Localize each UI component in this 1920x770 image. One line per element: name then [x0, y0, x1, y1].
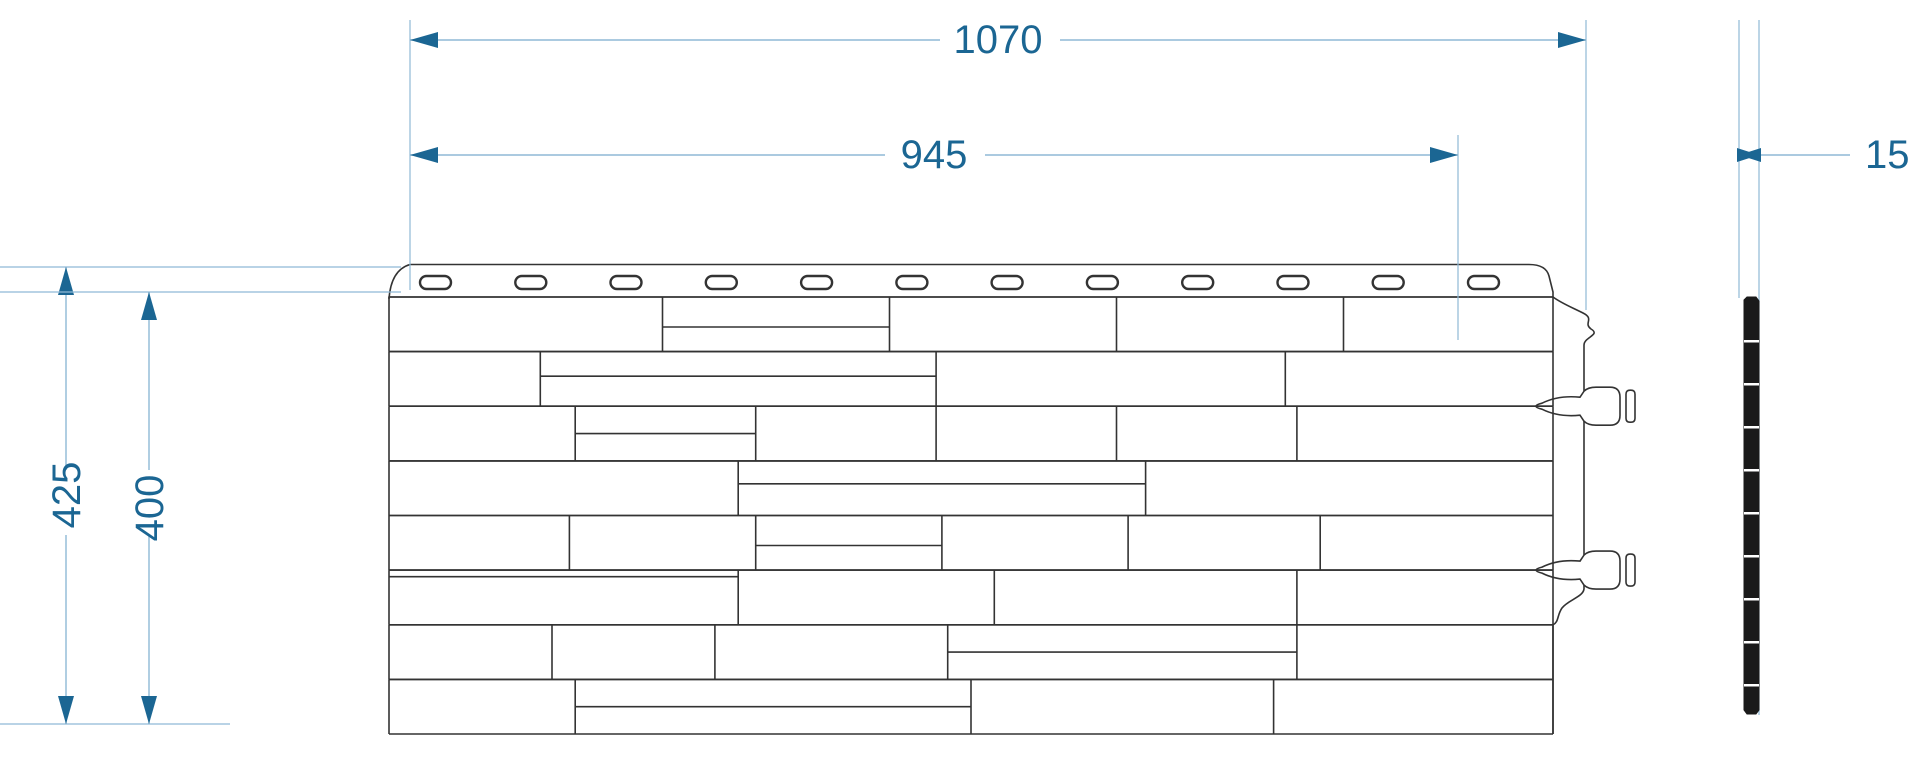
svg-text:425: 425 — [45, 462, 89, 529]
svg-text:945: 945 — [901, 133, 968, 177]
svg-text:1070: 1070 — [954, 18, 1043, 62]
svg-text:15: 15 — [1865, 133, 1910, 177]
svg-text:400: 400 — [128, 475, 172, 542]
